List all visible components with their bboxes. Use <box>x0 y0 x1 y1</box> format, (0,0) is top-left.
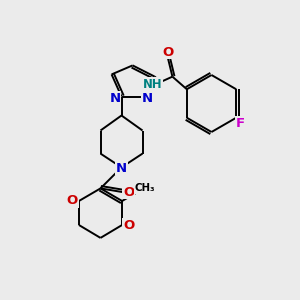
Text: O: O <box>123 185 134 199</box>
Text: CH₃: CH₃ <box>134 183 155 194</box>
Text: N: N <box>116 161 127 175</box>
Text: N: N <box>141 92 153 105</box>
Text: O: O <box>123 219 134 232</box>
Text: NH: NH <box>142 78 162 91</box>
Text: N: N <box>109 92 121 105</box>
Text: O: O <box>67 194 78 207</box>
Text: O: O <box>162 46 173 59</box>
Text: F: F <box>236 117 245 130</box>
